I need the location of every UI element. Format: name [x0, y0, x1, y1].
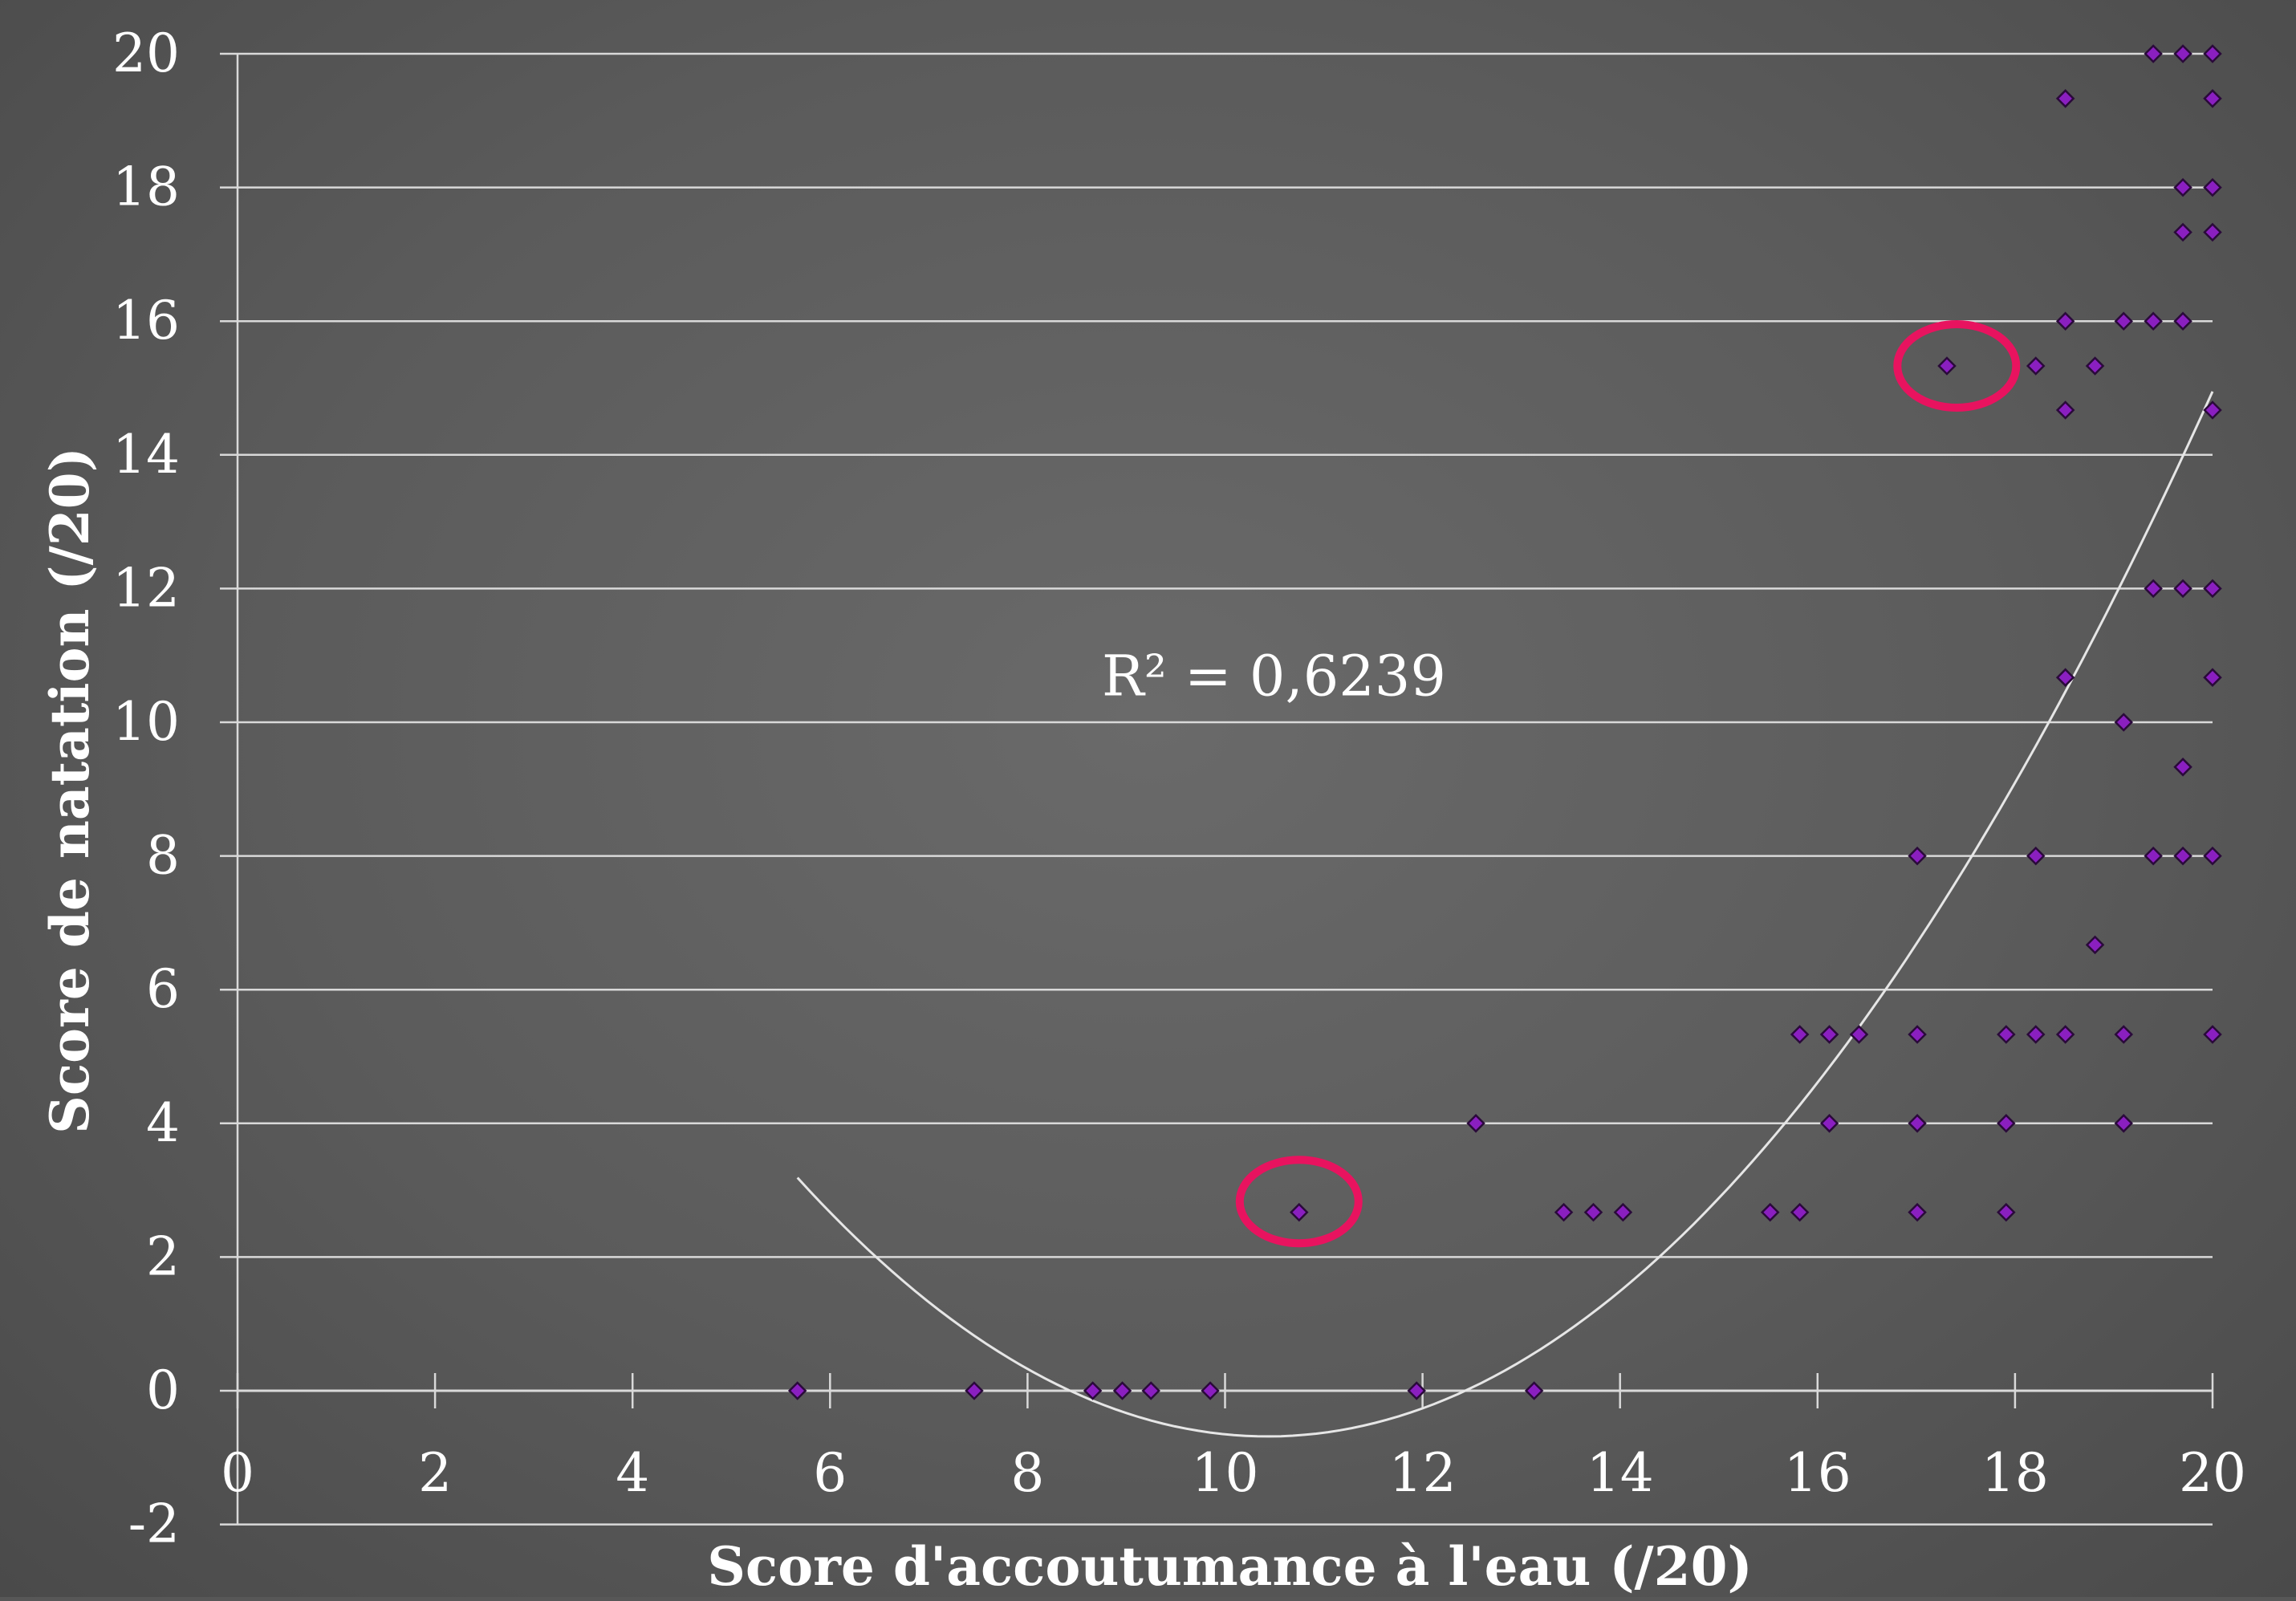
x-tick-label: 6 — [813, 1442, 847, 1504]
data-point — [2026, 1025, 2046, 1044]
y-tick-label: 0 — [146, 1359, 180, 1421]
data-point — [1790, 1025, 1810, 1044]
data-point — [2114, 311, 2134, 331]
data-point — [1290, 1202, 1309, 1222]
data-point — [2203, 222, 2222, 242]
data-point — [2203, 400, 2222, 420]
data-point — [2173, 579, 2192, 599]
x-tick-label: 12 — [1389, 1442, 1457, 1504]
x-axis-title: Score d'accoutumance à l'eau (/20) — [707, 1535, 1752, 1597]
data-point — [2055, 311, 2075, 331]
data-point — [2055, 400, 2075, 420]
y-tick-label: 8 — [146, 825, 180, 887]
data-point — [1760, 1202, 1780, 1222]
data-point — [2026, 846, 2046, 866]
data-point — [2085, 935, 2105, 955]
data-point — [2144, 44, 2163, 63]
data-point — [1908, 1114, 1927, 1133]
data-point — [1819, 1025, 1839, 1044]
data-point — [1908, 1025, 1927, 1044]
labels: R² = 0,6239 Score d'accoutumance à l'eau… — [39, 447, 1753, 1598]
y-tick-label: 2 — [146, 1225, 180, 1287]
r-squared-label: R² = 0,6239 — [1102, 644, 1446, 709]
x-tick-label: 16 — [1784, 1442, 1851, 1504]
data-point — [2026, 356, 2046, 376]
highlight-ellipse — [1235, 1156, 1363, 1248]
data-point — [1112, 1381, 1132, 1400]
x-tick-label: 10 — [1192, 1442, 1259, 1504]
data-point — [2203, 89, 2222, 108]
data-point — [1908, 1202, 1927, 1222]
data-point — [2144, 311, 2163, 331]
data-point — [2173, 44, 2192, 63]
data-point — [2173, 177, 2192, 197]
data-point — [1819, 1114, 1839, 1133]
data-point — [2173, 222, 2192, 242]
gridlines — [238, 52, 2213, 1526]
data-point — [965, 1381, 984, 1400]
data-point — [1908, 846, 1927, 866]
data-point — [1849, 1025, 1869, 1044]
x-tick-label: 0 — [221, 1442, 254, 1504]
data-point — [1524, 1381, 1544, 1400]
x-tick-label: 20 — [2179, 1442, 2246, 1504]
data-points — [787, 44, 2222, 1400]
data-point — [2203, 846, 2222, 866]
data-point — [2114, 1025, 2134, 1044]
data-point — [2114, 713, 2134, 732]
y-tick-label: 16 — [112, 290, 180, 351]
y-tick-label: 6 — [146, 958, 180, 1020]
data-point — [1997, 1025, 2016, 1044]
x-tick-label: 18 — [1981, 1442, 2049, 1504]
data-point — [2203, 668, 2222, 687]
axes: -2 0 2 4 6 8 10 12 14 16 18 20 0 2 4 6 8 10 12 14 16 18 20 — [112, 22, 2246, 1555]
data-point — [1466, 1114, 1485, 1133]
y-axis-title: Score de natation (/20) — [39, 447, 101, 1134]
data-point — [1583, 1202, 1603, 1222]
y-tick-label: 12 — [112, 557, 180, 619]
data-point — [2055, 1025, 2075, 1044]
highlight-circles — [1235, 320, 2021, 1248]
data-point — [2173, 311, 2192, 331]
x-tick-label: 4 — [616, 1442, 649, 1504]
data-point — [1554, 1202, 1574, 1222]
x-tick-label: 14 — [1587, 1442, 1654, 1504]
data-point — [1937, 356, 1957, 376]
data-point — [2085, 356, 2105, 376]
x-tick-label: 2 — [418, 1442, 452, 1504]
data-point — [1790, 1202, 1810, 1222]
data-point — [2173, 846, 2192, 866]
data-point — [1613, 1202, 1633, 1222]
highlight-ellipse — [1893, 320, 2021, 412]
data-point — [2144, 846, 2163, 866]
data-point — [2114, 1114, 2134, 1133]
data-point — [2055, 668, 2075, 687]
y-tick-label: 20 — [112, 22, 180, 84]
x-tick-label: 8 — [1010, 1442, 1044, 1504]
y-tick-label: 10 — [112, 691, 180, 753]
data-point — [1083, 1381, 1103, 1400]
data-point — [2203, 579, 2222, 599]
data-point — [2144, 579, 2163, 599]
data-point — [1201, 1381, 1220, 1400]
data-point — [1141, 1381, 1160, 1400]
data-point — [2203, 177, 2222, 197]
y-tick-label: 14 — [112, 424, 180, 486]
y-tick-label: 18 — [112, 156, 180, 218]
data-point — [1997, 1114, 2016, 1133]
y-tick-label: 4 — [146, 1092, 180, 1154]
trendline — [796, 391, 2214, 1438]
data-point — [2055, 89, 2075, 108]
y-tick-label: -2 — [128, 1493, 180, 1555]
data-point — [2173, 758, 2192, 777]
data-point — [1407, 1381, 1426, 1400]
data-point — [787, 1381, 807, 1400]
data-point — [2203, 44, 2222, 63]
data-point — [1997, 1202, 2016, 1222]
data-point — [2203, 1025, 2222, 1044]
trendline-curve — [796, 391, 2214, 1438]
